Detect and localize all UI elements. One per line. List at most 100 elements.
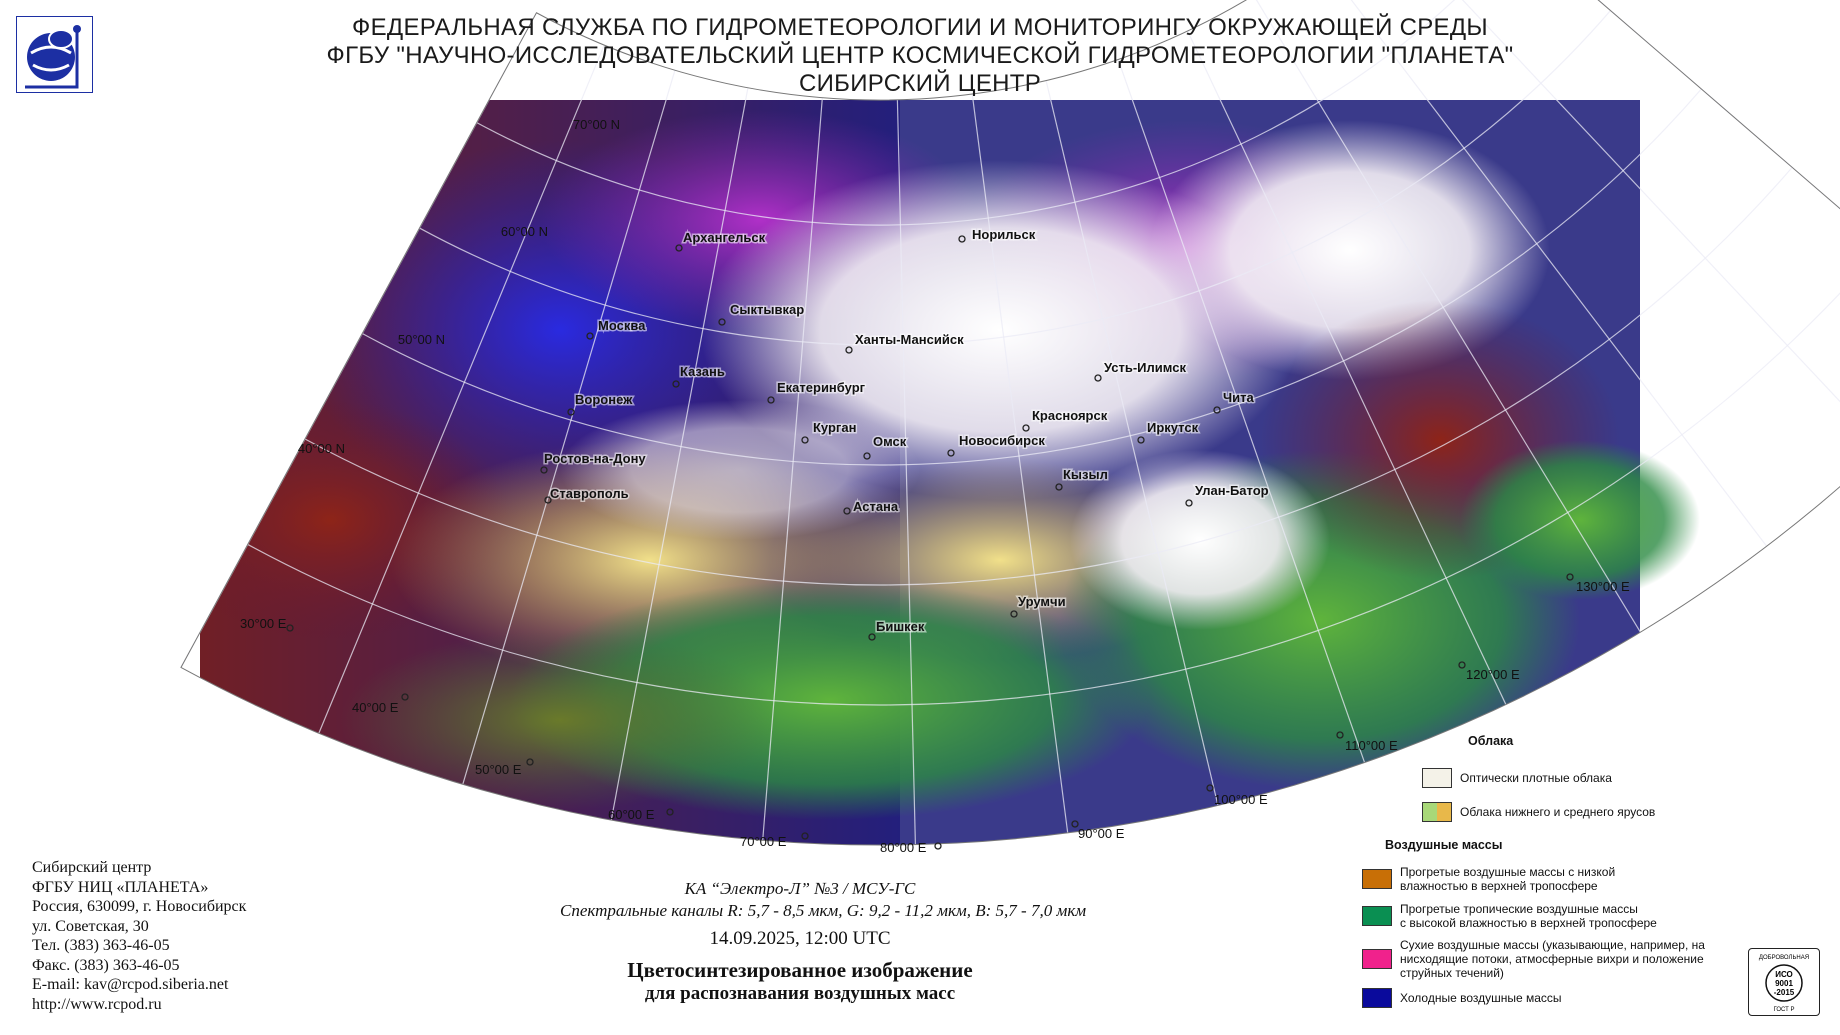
longitude-tick [1566, 573, 1574, 581]
swatch-low-mid-clouds [1422, 802, 1452, 822]
swatch-dry-air [1362, 949, 1392, 969]
tropical-air-line-1: Прогретые тропичеcкие воздушные массы [1400, 902, 1638, 916]
parallel-line [361, 88, 1702, 466]
parallel-line [304, 166, 1793, 586]
meridian-line [610, 87, 749, 821]
city-label: Усть-Илимск [1104, 360, 1186, 375]
longitude-label: 110°00 E [1345, 738, 1398, 753]
contact-org: Сибирский центр [32, 859, 152, 876]
warm-air-line-2: влажностью в верхней тропосфере [1400, 879, 1598, 893]
longitude-label: 130°00 E [1576, 579, 1630, 594]
contact-institution: ФГБУ НИЦ «ПЛАНЕТА» [32, 878, 209, 896]
city-marker [718, 318, 726, 326]
city-marker [863, 452, 871, 460]
legend-label-low-mid-clouds: Облака нижнего и среднего ярусов [1460, 805, 1656, 819]
longitude-label: 80°00 E [880, 840, 927, 855]
latitude-label: 40°00 N [298, 441, 345, 456]
city-marker [845, 346, 853, 354]
legend-item-dense-clouds: Оптически плотные облака [1422, 768, 1612, 788]
city-marker [1094, 374, 1102, 382]
meridian-line [762, 97, 823, 841]
swatch-warm-air [1362, 869, 1392, 889]
legend-label-dry-air: Сухие воздушные массы (указывающие, напр… [1400, 938, 1705, 980]
image-caption: КА “Электро-Л” №3 / МСУ-ГС Спектральные … [560, 878, 1087, 1006]
city-marker [544, 496, 552, 504]
city-label: Архангельск [683, 230, 766, 245]
parallel-line [419, 10, 1611, 346]
swatch-cold-air [1362, 988, 1392, 1008]
latitude-label: 70°00 N [573, 117, 620, 132]
legend-label-cold-air: Холодные воздушные массы [1400, 991, 1562, 1005]
city-marker [947, 449, 955, 457]
longitude-tick [934, 842, 942, 850]
longitude-label: 90°00 E [1078, 826, 1125, 841]
city-label: Красноярск [1032, 408, 1108, 423]
header-line-2: ФГБУ "НАУЧНО-ИССЛЕДОВАТЕЛЬСКИЙ ЦЕНТР КОС… [326, 42, 1514, 69]
meridian-line [971, 93, 1069, 834]
swatch-low-clouds [1423, 803, 1437, 821]
city-marker [767, 396, 775, 404]
warm-air-line-1: Прогретые воздушные массы с низкой [1400, 865, 1616, 879]
city-label: Бишкек [876, 619, 925, 634]
latitude-label: 50°00 N [398, 332, 445, 347]
page-header: ФЕДЕРАЛЬНАЯ СЛУЖБА ПО ГИДРОМЕТЕОРОЛОГИИ … [0, 14, 1840, 98]
spectral-channels: Спектральные каналы R: 5,7 - 8,5 мкм, G:… [560, 901, 1087, 920]
city-label: Ханты-Мансийск [855, 332, 964, 347]
longitude-tick [286, 624, 294, 632]
longitude-tick [401, 693, 409, 701]
legend-item-cold-air: Холодные воздушные массы [1362, 988, 1562, 1008]
legend-item-tropical-air: Прогретые тропичеcкие воздушные массы с … [1362, 902, 1657, 930]
dry-air-line-3: струйных течений) [1400, 966, 1504, 980]
city-label: Астана [853, 499, 899, 514]
city-label: Иркутск [1147, 420, 1199, 435]
meridian-line [1461, 0, 1840, 403]
contact-email: E-mail: kav@rcpod.siberia.net [32, 976, 229, 993]
city-label: Кызыл [1063, 467, 1108, 482]
longitude-tick [526, 758, 534, 766]
dry-air-line-2: нисходящие потоки, атмосферные вихри и п… [1400, 952, 1704, 966]
city-marker [1010, 610, 1018, 618]
legend-air-masses-heading: Воздушные массы [1385, 838, 1503, 852]
city-label: Ростов-на-Дону [544, 451, 646, 466]
meridian-line [1045, 80, 1219, 806]
city-marker [672, 380, 680, 388]
header-line-1: ФЕДЕРАЛЬНАЯ СЛУЖБА ПО ГИДРОМЕТЕОРОЛОГИИ … [352, 14, 1488, 41]
city-label: Чита [1223, 390, 1254, 405]
iso-badge-line-2: 9001 [1775, 979, 1793, 988]
city-label: Новосибирск [959, 433, 1045, 448]
city-label: Казань [680, 364, 725, 379]
iso-badge-top: ДОБРОВОЛЬНАЯ [1759, 955, 1809, 961]
contact-street: ул. Советская, 30 [32, 917, 149, 935]
city-marker [958, 235, 966, 243]
satellite-instrument: КА “Электро-Л” №3 / МСУ-ГС [684, 879, 916, 898]
city-marker [675, 244, 683, 252]
observation-datetime: 14.09.2025, 12:00 UTC [709, 928, 891, 949]
swatch-tropical-air [1362, 906, 1392, 926]
city-label: Норильск [972, 227, 1036, 242]
longitude-label: 30°00 E [240, 616, 287, 631]
iso-badge-line-1: ИСО [1775, 970, 1793, 979]
latitude-label: 60°00 N [501, 224, 548, 239]
longitude-tick [666, 808, 674, 816]
planeta-logo [16, 16, 93, 93]
iso-badge-line-3: -2015 [1774, 988, 1795, 997]
city-marker [586, 332, 594, 340]
swatch-dense-clouds [1422, 768, 1452, 788]
longitude-tick [1206, 784, 1214, 792]
iso-certification-badge: ДОБРОВОЛЬНАЯ ИСО 9001 -2015 ГОСТ Р [1748, 948, 1820, 1016]
city-marker [1137, 436, 1145, 444]
longitude-label: 50°00 E [475, 762, 522, 777]
meridian-line [462, 70, 676, 785]
city-marker [1055, 483, 1063, 491]
contact-city: Россия, 630099, г. Новосибирск [32, 898, 247, 915]
city-label: Сыктывкар [730, 302, 804, 317]
longitude-tick [1071, 820, 1079, 828]
legend-label-tropical-air: Прогретые тропичеcкие воздушные массы с … [1400, 902, 1657, 930]
meridian-line [1187, 30, 1507, 705]
contact-info: Сибирский центр ФГБУ НИЦ «ПЛАНЕТА» Росси… [32, 858, 246, 1014]
header-line-3: СИБИРСКИЙ ЦЕНТР [798, 70, 1042, 97]
swatch-mid-clouds [1437, 803, 1451, 821]
meridian-line [1117, 59, 1366, 763]
legend-item-low-mid-clouds: Облака нижнего и среднего ярусов [1422, 802, 1655, 822]
